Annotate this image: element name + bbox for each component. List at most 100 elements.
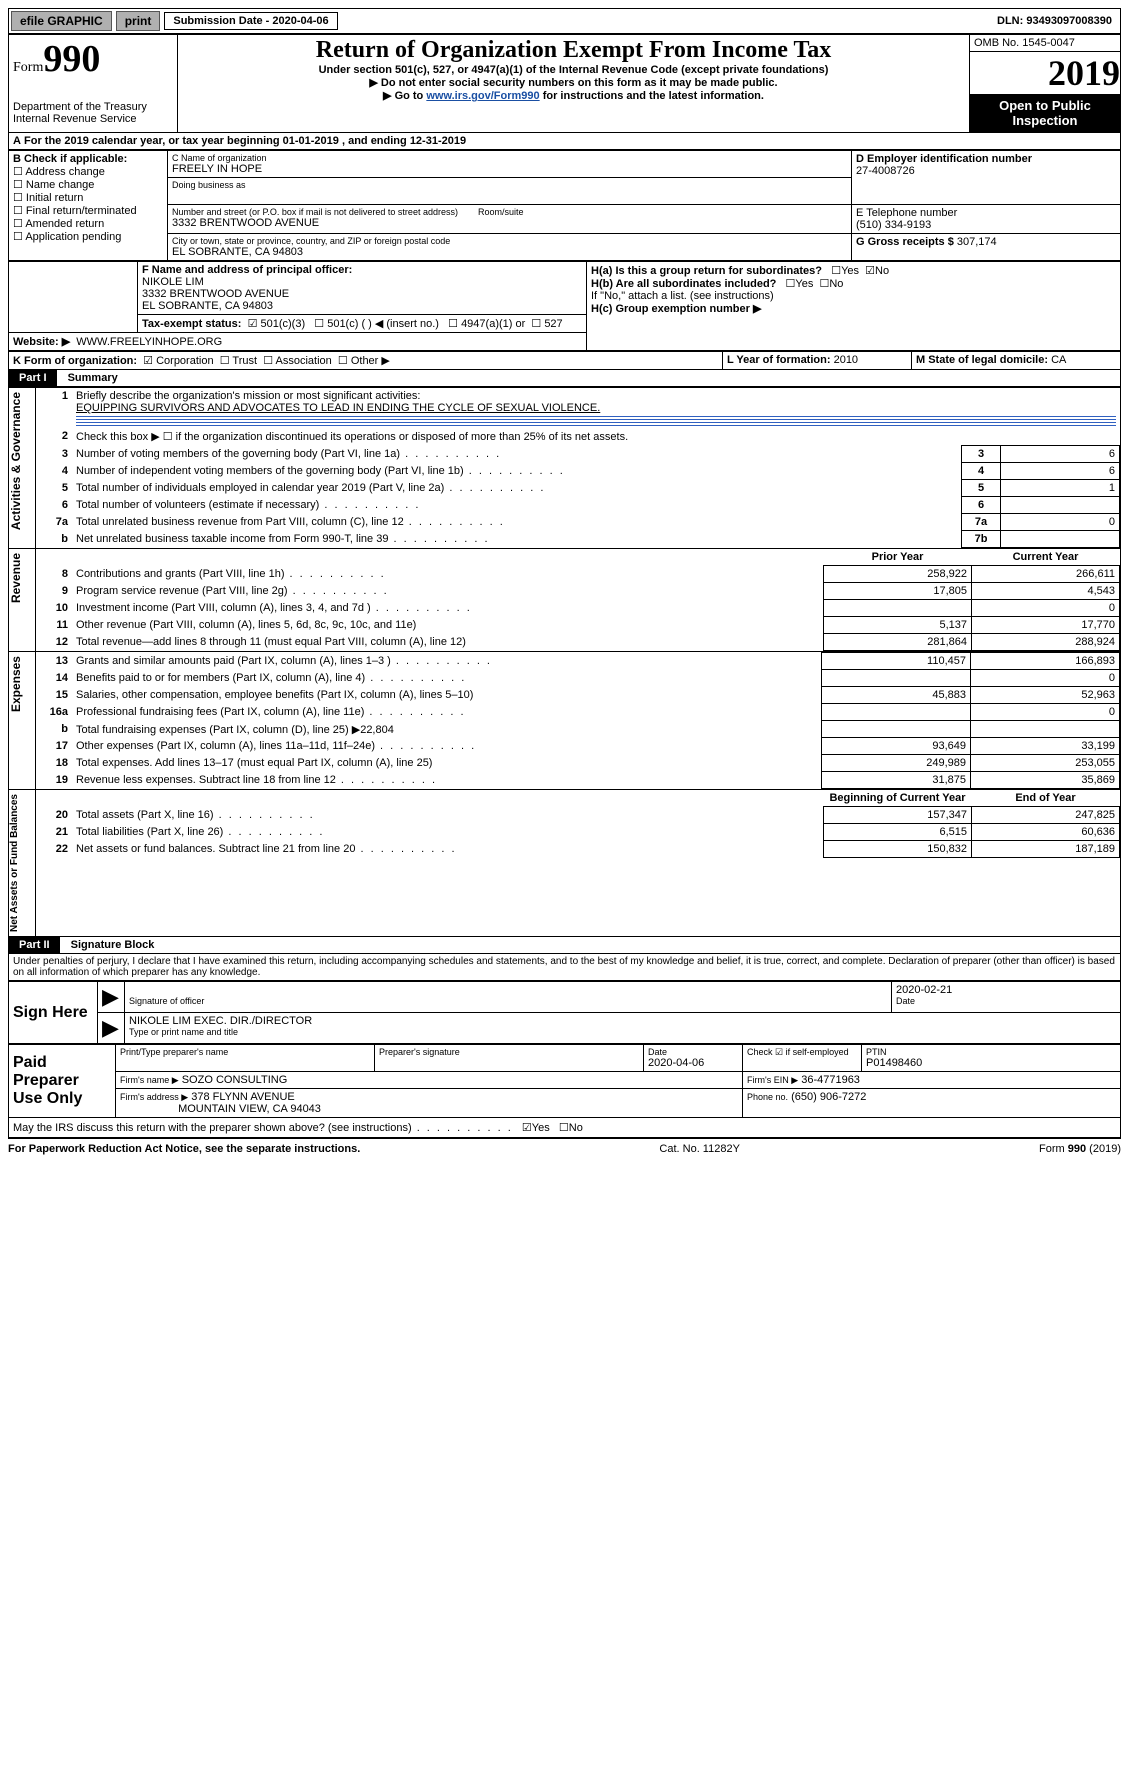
l11-curr: 17,770: [972, 617, 1120, 634]
form-word: Form: [13, 60, 43, 75]
chk-501c[interactable]: ☐ 501(c) ( ) ◀ (insert no.): [314, 318, 439, 330]
chk-amended-return[interactable]: ☐ Amended return: [13, 217, 163, 230]
chk-501c3[interactable]: ☑ 501(c)(3): [248, 318, 306, 330]
sign-here-block: Sign Here ▶ Signature of officer 2020-02…: [8, 981, 1121, 1044]
discuss-no[interactable]: No: [569, 1122, 583, 1134]
firm-phone: (650) 906-7272: [791, 1091, 866, 1103]
officer-addr1: 3332 BRENTWOOD AVENUE: [142, 288, 582, 300]
chk-name-change[interactable]: ☐ Name change: [13, 178, 163, 191]
part1-title: Summary: [60, 372, 118, 384]
side-expenses: Expenses: [9, 652, 23, 716]
line6-text: Total number of volunteers (estimate if …: [72, 497, 962, 514]
line15-text: Salaries, other compensation, employee b…: [72, 687, 822, 704]
prep-sig-label: Preparer's signature: [379, 1047, 639, 1057]
box-e-label: E Telephone number: [856, 207, 1116, 219]
state-domicile: CA: [1051, 354, 1066, 366]
paid-preparer-label: Paid Preparer Use Only: [9, 1045, 116, 1118]
print-button[interactable]: print: [116, 11, 161, 31]
l9-curr: 4,543: [972, 583, 1120, 600]
city-label: City or town, state or province, country…: [172, 236, 847, 246]
line13-text: Grants and similar amounts paid (Part IX…: [72, 653, 822, 670]
ha-no[interactable]: No: [875, 265, 889, 277]
chk-4947[interactable]: ☐ 4947(a)(1) or: [448, 318, 525, 330]
firm-name: SOZO CONSULTING: [182, 1074, 288, 1086]
form-number: 990: [43, 38, 100, 80]
chk-final-return[interactable]: ☐ Final return/terminated: [13, 204, 163, 217]
officer-group-block: F Name and address of principal officer:…: [8, 261, 1121, 351]
firm-addr-label: Firm's address ▶: [120, 1092, 188, 1102]
prep-date: 2020-04-06: [648, 1057, 738, 1069]
line4-text: Number of independent voting members of …: [72, 463, 962, 480]
box-c-name-label: C Name of organization: [172, 153, 847, 163]
l22-begin: 150,832: [824, 841, 972, 858]
chk-address-change[interactable]: ☐ Address change: [13, 165, 163, 178]
line12-text: Total revenue—add lines 8 through 11 (mu…: [72, 634, 824, 651]
ptin-label: PTIN: [866, 1047, 1116, 1057]
l20-begin: 157,347: [824, 807, 972, 824]
l13-curr: 166,893: [971, 653, 1120, 670]
hb-yes[interactable]: Yes: [795, 278, 813, 290]
mission-text: EQUIPPING SURVIVORS AND ADVOCATES TO LEA…: [76, 402, 600, 414]
firm-addr1: 378 FLYNN AVENUE: [191, 1091, 295, 1103]
irs-label: Internal Revenue Service: [13, 113, 173, 125]
part1-label: Part I: [9, 370, 57, 386]
line11-text: Other revenue (Part VIII, column (A), li…: [72, 617, 824, 634]
line4-val: 6: [1001, 463, 1120, 480]
line3-text: Number of voting members of the governin…: [72, 446, 962, 463]
jurat-text: Under penalties of perjury, I declare th…: [8, 954, 1121, 981]
prep-selfemp[interactable]: Check ☑ if self-employed: [747, 1047, 857, 1058]
h-c-label: H(c) Group exemption number ▶: [591, 302, 1116, 315]
discuss-yes[interactable]: Yes: [532, 1122, 550, 1134]
dln-label: DLN: 93493097008390: [989, 13, 1120, 29]
chk-trust[interactable]: ☐ Trust: [220, 355, 257, 367]
l15-prior: 45,883: [822, 687, 971, 704]
chk-527[interactable]: ☐ 527: [531, 318, 562, 330]
line7a-val: 0: [1001, 514, 1120, 531]
line6-val: [1001, 497, 1120, 514]
line2-text: Check this box ▶ ☐ if the organization d…: [72, 428, 1120, 446]
efile-graphic-button[interactable]: efile GRAPHIC: [11, 11, 112, 31]
l12-curr: 288,924: [972, 634, 1120, 651]
ha-yes[interactable]: Yes: [841, 265, 859, 277]
line20-text: Total assets (Part X, line 16): [72, 807, 824, 824]
chk-other[interactable]: ☐ Other ▶: [338, 355, 390, 367]
l20-end: 247,825: [972, 807, 1120, 824]
form-title: Return of Organization Exempt From Incom…: [182, 37, 965, 64]
form-990-page: efile GRAPHIC print Submission Date - 20…: [0, 0, 1129, 1163]
line5-text: Total number of individuals employed in …: [72, 480, 962, 497]
l16a-prior: [822, 704, 971, 721]
chk-corp[interactable]: ☑ Corporation: [143, 355, 213, 367]
chk-application-pending[interactable]: ☐ Application pending: [13, 230, 163, 243]
goto-post: for instructions and the latest informat…: [543, 90, 764, 102]
telephone-value: (510) 334-9193: [856, 219, 1116, 231]
h-b-label: H(b) Are all subordinates included?: [591, 278, 776, 290]
box-g-label: G Gross receipts $: [856, 236, 954, 248]
box-i-label: Tax-exempt status:: [142, 318, 241, 330]
l11-prior: 5,137: [824, 617, 972, 634]
street-label: Number and street (or P.O. box if mail i…: [172, 207, 458, 217]
l15-curr: 52,963: [971, 687, 1120, 704]
irs-form990-link[interactable]: www.irs.gov/Form990: [426, 90, 539, 102]
box-j-label: Website: ▶: [13, 336, 70, 348]
hb-no[interactable]: No: [829, 278, 843, 290]
side-netassets: Net Assets or Fund Balances: [9, 790, 20, 936]
tax-year: 2019: [970, 52, 1120, 94]
line3-val: 6: [1001, 446, 1120, 463]
officer-addr2: EL SOBRANTE, CA 94803: [142, 300, 582, 312]
period-begin: 01-01-2019: [283, 135, 339, 147]
entity-info-block: B Check if applicable: ☐ Address change …: [8, 150, 1121, 261]
form-header: Form990 Department of the Treasury Inter…: [8, 34, 1121, 133]
dba-label: Doing business as: [172, 180, 847, 190]
l21-end: 60,636: [972, 824, 1120, 841]
line22-text: Net assets or fund balances. Subtract li…: [72, 841, 824, 858]
line10-text: Investment income (Part VIII, column (A)…: [72, 600, 824, 617]
line7b-text: Net unrelated business taxable income fr…: [72, 531, 962, 548]
chk-initial-return[interactable]: ☐ Initial return: [13, 191, 163, 204]
firm-phone-label: Phone no.: [747, 1092, 788, 1102]
box-b-label: B Check if applicable:: [13, 153, 163, 165]
line16a-text: Professional fundraising fees (Part IX, …: [72, 704, 822, 721]
l16b-curr: [971, 721, 1120, 738]
line5-val: 1: [1001, 480, 1120, 497]
line4-box: 4: [962, 463, 1001, 480]
chk-assoc[interactable]: ☐ Association: [263, 355, 332, 367]
